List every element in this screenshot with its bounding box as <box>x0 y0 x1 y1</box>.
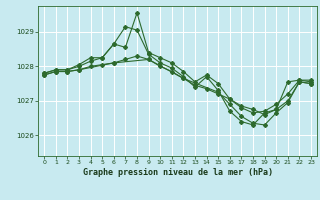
X-axis label: Graphe pression niveau de la mer (hPa): Graphe pression niveau de la mer (hPa) <box>83 168 273 177</box>
